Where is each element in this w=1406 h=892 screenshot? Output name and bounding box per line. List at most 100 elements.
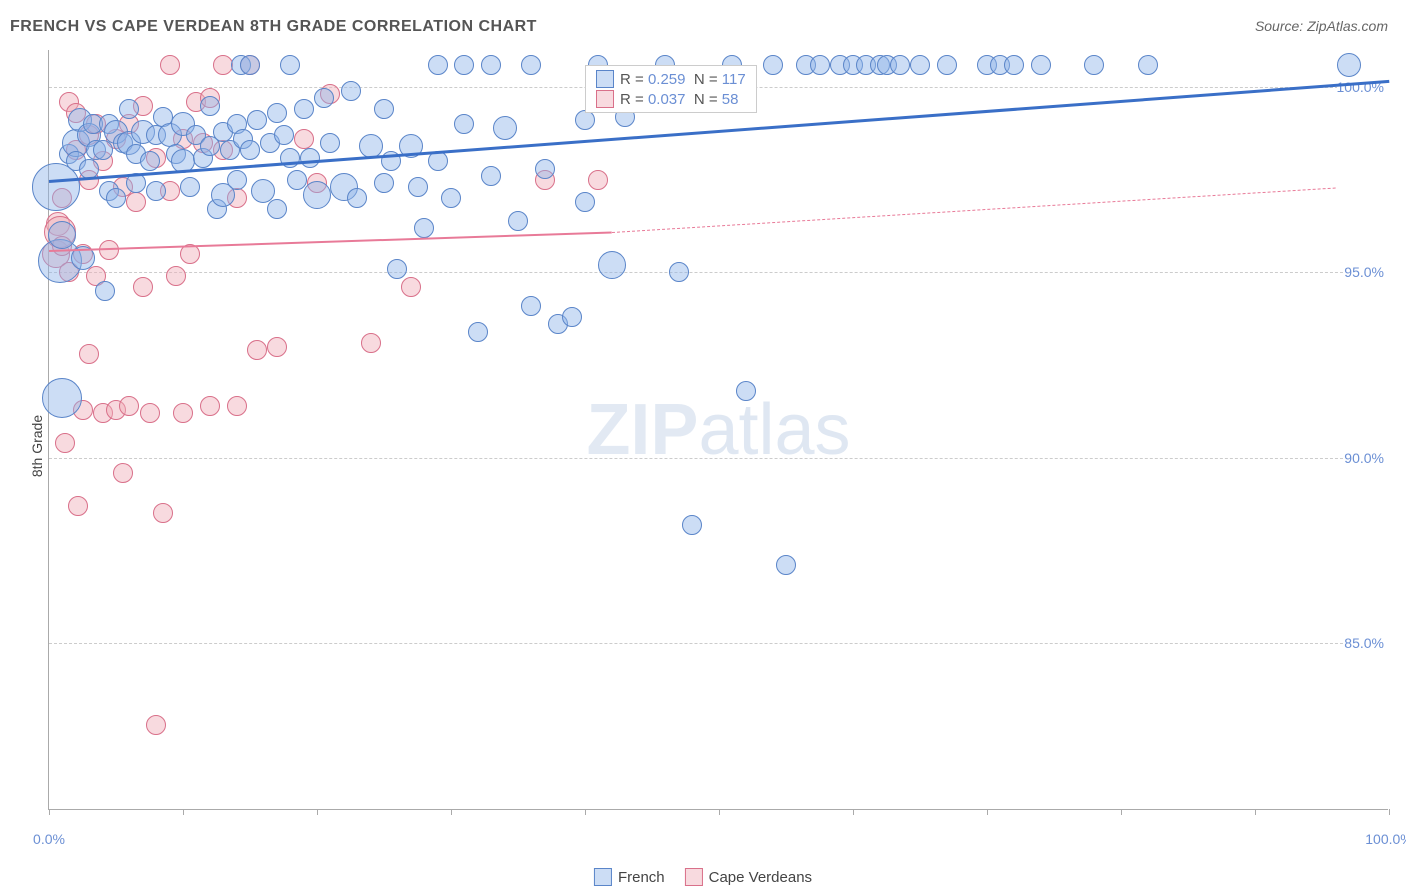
point-capeverdeans bbox=[401, 277, 421, 297]
point-capeverdeans bbox=[166, 266, 186, 286]
point-french bbox=[180, 177, 200, 197]
point-capeverdeans bbox=[361, 333, 381, 353]
y-axis-label: 8th Grade bbox=[29, 415, 45, 477]
x-tick bbox=[1389, 809, 1390, 815]
x-tick bbox=[1121, 809, 1122, 815]
point-french bbox=[481, 166, 501, 186]
point-french bbox=[274, 125, 294, 145]
x-tick bbox=[585, 809, 586, 815]
point-french bbox=[227, 170, 247, 190]
point-french bbox=[428, 55, 448, 75]
point-french bbox=[280, 55, 300, 75]
point-capeverdeans bbox=[588, 170, 608, 190]
x-tick-label: 100.0% bbox=[1365, 831, 1406, 847]
point-capeverdeans bbox=[55, 433, 75, 453]
point-capeverdeans bbox=[294, 129, 314, 149]
point-french bbox=[493, 116, 517, 140]
point-french bbox=[408, 177, 428, 197]
point-capeverdeans bbox=[119, 396, 139, 416]
point-french bbox=[247, 110, 267, 130]
x-tick bbox=[1255, 809, 1256, 815]
y-tick-label: 95.0% bbox=[1344, 264, 1390, 280]
point-french bbox=[890, 55, 910, 75]
point-capeverdeans bbox=[79, 344, 99, 364]
point-french bbox=[508, 211, 528, 231]
legend-item-capeverdeans: Cape Verdeans bbox=[685, 868, 812, 886]
x-tick bbox=[183, 809, 184, 815]
y-tick-label: 85.0% bbox=[1344, 635, 1390, 651]
point-capeverdeans bbox=[160, 55, 180, 75]
legend-swatch bbox=[596, 70, 614, 88]
point-french bbox=[937, 55, 957, 75]
point-french bbox=[146, 181, 166, 201]
point-french bbox=[106, 188, 126, 208]
point-capeverdeans bbox=[227, 396, 247, 416]
point-french bbox=[521, 296, 541, 316]
point-french bbox=[341, 81, 361, 101]
point-french bbox=[441, 188, 461, 208]
point-french bbox=[119, 99, 139, 119]
point-french bbox=[314, 88, 334, 108]
point-capeverdeans bbox=[126, 192, 146, 212]
x-tick bbox=[719, 809, 720, 815]
trendline-capeverdeans bbox=[49, 232, 612, 253]
point-french bbox=[562, 307, 582, 327]
legend-swatch bbox=[596, 90, 614, 108]
point-french bbox=[481, 55, 501, 75]
x-tick bbox=[987, 809, 988, 815]
point-french bbox=[95, 281, 115, 301]
x-tick-label: 0.0% bbox=[33, 831, 65, 847]
point-french bbox=[374, 173, 394, 193]
legend-stats-row: R = 0.037 N = 58 bbox=[596, 90, 746, 108]
point-french bbox=[910, 55, 930, 75]
plot-area: ZIPatlas 100.0%95.0%90.0%85.0%0.0%100.0%… bbox=[48, 50, 1388, 810]
point-french bbox=[454, 114, 474, 134]
point-french bbox=[669, 262, 689, 282]
y-tick-label: 90.0% bbox=[1344, 450, 1390, 466]
legend-label-capeverdeans: Cape Verdeans bbox=[709, 869, 812, 886]
point-french bbox=[387, 259, 407, 279]
point-capeverdeans bbox=[113, 463, 133, 483]
point-capeverdeans bbox=[68, 496, 88, 516]
point-french bbox=[575, 192, 595, 212]
trendline-capeverdeans-dashed bbox=[612, 187, 1336, 232]
gridline bbox=[49, 272, 1388, 273]
gridline bbox=[49, 458, 1388, 459]
point-capeverdeans bbox=[146, 715, 166, 735]
point-french bbox=[1337, 53, 1361, 77]
point-french bbox=[682, 515, 702, 535]
x-tick bbox=[853, 809, 854, 815]
point-french bbox=[374, 99, 394, 119]
point-french bbox=[42, 378, 82, 418]
legend-swatch-french bbox=[594, 868, 612, 886]
point-french bbox=[294, 99, 314, 119]
point-french bbox=[1004, 55, 1024, 75]
point-french bbox=[454, 55, 474, 75]
x-tick bbox=[317, 809, 318, 815]
legend-stats: R = 0.259 N = 117 R = 0.037 N = 58 bbox=[585, 65, 757, 113]
point-capeverdeans bbox=[140, 403, 160, 423]
point-capeverdeans bbox=[247, 340, 267, 360]
gridline bbox=[49, 643, 1388, 644]
point-french bbox=[1031, 55, 1051, 75]
legend-swatch-capeverdeans bbox=[685, 868, 703, 886]
point-french bbox=[521, 55, 541, 75]
point-french bbox=[763, 55, 783, 75]
point-french bbox=[1138, 55, 1158, 75]
legend-item-french: French bbox=[594, 868, 665, 886]
source-attribution: Source: ZipAtlas.com bbox=[1255, 18, 1388, 34]
point-french bbox=[414, 218, 434, 238]
point-french bbox=[240, 140, 260, 160]
point-french bbox=[93, 140, 113, 160]
point-french bbox=[1084, 55, 1104, 75]
point-french bbox=[200, 96, 220, 116]
point-french bbox=[736, 381, 756, 401]
point-french bbox=[267, 199, 287, 219]
point-french bbox=[48, 221, 76, 249]
point-capeverdeans bbox=[153, 503, 173, 523]
chart-title: FRENCH VS CAPE VERDEAN 8TH GRADE CORRELA… bbox=[10, 18, 537, 36]
point-french bbox=[598, 251, 626, 279]
point-french bbox=[320, 133, 340, 153]
legend-stats-row: R = 0.259 N = 117 bbox=[596, 70, 746, 88]
point-french bbox=[468, 322, 488, 342]
